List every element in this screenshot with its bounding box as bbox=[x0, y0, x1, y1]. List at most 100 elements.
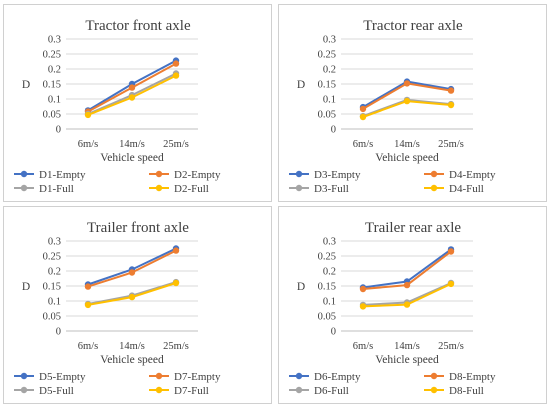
legend-label: D7-Full bbox=[174, 385, 209, 397]
legend-label: D2-Full bbox=[174, 183, 209, 195]
data-point-d8-empty bbox=[447, 248, 455, 255]
data-point-d2-full bbox=[128, 94, 136, 101]
data-point-d4-empty bbox=[447, 87, 455, 94]
x-tick-label: 14m/s bbox=[394, 139, 420, 150]
y-tick-label: 0.05 bbox=[318, 110, 336, 121]
y-tick-label: 0.1 bbox=[323, 95, 336, 106]
chart-title: Tractor front axle bbox=[85, 18, 191, 34]
y-tick-label: 0.05 bbox=[43, 110, 61, 121]
y-tick-label: 0.25 bbox=[318, 50, 336, 61]
legend-swatch-marker bbox=[295, 170, 303, 178]
legend-label: D1-Full bbox=[39, 183, 74, 195]
legend-swatch-marker bbox=[295, 386, 303, 394]
y-tick-label: 0.1 bbox=[48, 95, 61, 106]
x-axis-label: Vehicle speed bbox=[375, 354, 439, 366]
legend-label: D1-Empty bbox=[39, 169, 86, 181]
y-tick-label: 0.2 bbox=[48, 65, 61, 76]
x-tick-label: 14m/s bbox=[119, 341, 145, 352]
y-tick-label: 0.25 bbox=[43, 252, 61, 263]
data-point-d8-full bbox=[447, 280, 455, 288]
y-tick-label: 0.05 bbox=[318, 312, 336, 323]
chart-svg-tractor-rear-axle: Tractor rear axle 0 0.05 0.1 0.15 0.2 0.25 0.3 D… bbox=[289, 18, 496, 195]
legend-swatch-marker bbox=[20, 372, 28, 380]
data-point-d2-full bbox=[172, 72, 180, 79]
data-point-d8-full bbox=[403, 301, 411, 308]
x-tick-label: 14m/s bbox=[119, 139, 145, 150]
legend-swatch-marker bbox=[155, 372, 163, 380]
y-axis-label: D bbox=[297, 79, 305, 91]
legend-label: D3-Full bbox=[314, 183, 349, 195]
y-tick-label: 0.3 bbox=[323, 35, 336, 46]
chart-panel-tractor-rear-axle: Tractor rear axle 0 0.05 0.1 0.15 0.2 0.25 0.3 D… bbox=[278, 4, 547, 202]
data-point-d8-full bbox=[359, 303, 367, 310]
y-axis-label: D bbox=[297, 281, 305, 293]
y-tick-label: 0.15 bbox=[43, 282, 61, 293]
legend-label: D6-Full bbox=[314, 385, 349, 397]
y-tick-label: 0.2 bbox=[323, 65, 336, 76]
y-tick-label: 0.3 bbox=[48, 237, 61, 248]
legend-swatch-marker bbox=[155, 170, 163, 178]
legend-swatch-marker bbox=[295, 372, 303, 380]
x-tick-label: 25m/s bbox=[438, 341, 464, 352]
x-tick-label: 25m/s bbox=[163, 139, 189, 150]
legend-swatch-marker bbox=[155, 184, 163, 192]
legend-label: D5-Full bbox=[39, 385, 74, 397]
data-point-d2-full bbox=[84, 111, 92, 119]
y-tick-label: 0.1 bbox=[48, 297, 61, 308]
y-tick-label: 0.05 bbox=[43, 312, 61, 323]
y-axis-label: D bbox=[22, 281, 30, 293]
y-tick-label: 0.3 bbox=[323, 237, 336, 248]
data-point-d7-empty bbox=[128, 269, 136, 276]
y-tick-label: 0.15 bbox=[43, 80, 61, 91]
y-tick-label: 0.25 bbox=[43, 50, 61, 61]
y-axis-label: D bbox=[22, 79, 30, 91]
y-tick-label: 0.2 bbox=[323, 267, 336, 278]
data-point-d7-empty bbox=[84, 283, 92, 290]
y-tick-label: 0 bbox=[331, 327, 336, 338]
data-point-d7-full bbox=[84, 301, 92, 309]
data-point-d4-full bbox=[403, 97, 411, 105]
data-point-d7-full bbox=[128, 293, 136, 301]
data-point-d4-empty bbox=[403, 80, 411, 87]
legend-label: D6-Empty bbox=[314, 371, 361, 383]
chart-svg-trailer-rear-axle: Trailer rear axle 0 0.05 0.1 0.15 0.2 0.25 0.3 D… bbox=[289, 220, 496, 397]
legend-label: D4-Empty bbox=[449, 169, 496, 181]
y-tick-label: 0 bbox=[56, 125, 61, 136]
y-tick-label: 0.25 bbox=[318, 252, 336, 263]
y-tick-label: 0 bbox=[56, 327, 61, 338]
y-tick-label: 0.1 bbox=[323, 297, 336, 308]
y-tick-label: 0 bbox=[331, 125, 336, 136]
legend-swatch-marker bbox=[155, 386, 163, 394]
data-point-d2-empty bbox=[172, 60, 180, 67]
legend-swatch-marker bbox=[20, 170, 28, 178]
x-tick-label: 6m/s bbox=[353, 139, 373, 150]
data-point-d4-empty bbox=[359, 105, 367, 113]
y-tick-label: 0.15 bbox=[318, 282, 336, 293]
y-tick-label: 0.2 bbox=[48, 267, 61, 278]
chart-title: Trailer front axle bbox=[87, 220, 189, 236]
y-tick-label: 0.3 bbox=[48, 35, 61, 46]
data-point-d4-full bbox=[447, 101, 455, 109]
x-tick-label: 6m/s bbox=[353, 341, 373, 352]
chart-panel-tractor-front-axle: Tractor front axle 0 0.05 0.1 0.15 0.2 0.25 0.3… bbox=[3, 4, 272, 202]
chart-panel-trailer-front-axle: Trailer front axle 0 0.05 0.1 0.15 0.2 0.25 0.3… bbox=[3, 206, 272, 404]
chart-svg-trailer-front-axle: Trailer front axle 0 0.05 0.1 0.15 0.2 0.25 0.3… bbox=[14, 220, 221, 397]
legend-swatch-marker bbox=[430, 184, 438, 192]
legend-label: D5-Empty bbox=[39, 371, 86, 383]
legend-label: D4-Full bbox=[449, 183, 484, 195]
legend-label: D2-Empty bbox=[174, 169, 221, 181]
legend-label: D7-Empty bbox=[174, 371, 221, 383]
data-point-d8-empty bbox=[403, 281, 411, 289]
x-tick-label: 14m/s bbox=[394, 341, 420, 352]
legend-label: D3-Empty bbox=[314, 169, 361, 181]
data-point-d4-full bbox=[359, 113, 367, 121]
x-tick-label: 25m/s bbox=[438, 139, 464, 150]
data-point-d2-empty bbox=[128, 84, 136, 91]
legend-swatch-marker bbox=[20, 184, 28, 192]
chart-panel-trailer-rear-axle: Trailer rear axle 0 0.05 0.1 0.15 0.2 0.25 0.3 D… bbox=[278, 206, 547, 404]
data-point-d7-empty bbox=[172, 247, 180, 254]
x-tick-label: 6m/s bbox=[78, 341, 98, 352]
data-point-d7-full bbox=[172, 279, 180, 287]
x-axis-label: Vehicle speed bbox=[100, 152, 164, 164]
y-tick-label: 0.15 bbox=[318, 80, 336, 91]
